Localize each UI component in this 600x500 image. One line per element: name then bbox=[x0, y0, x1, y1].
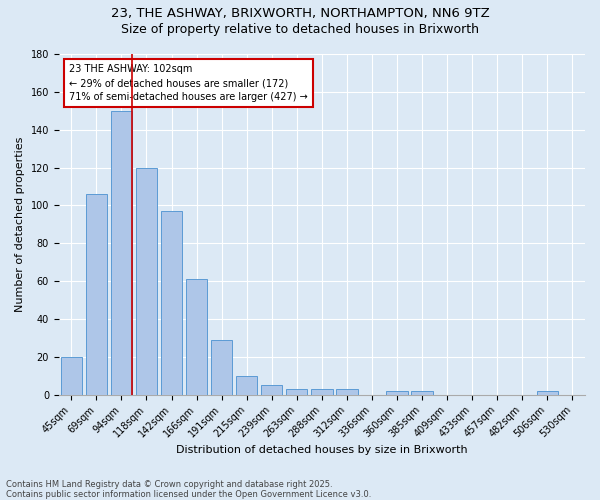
Bar bbox=[412, 391, 433, 395]
Bar bbox=[537, 391, 558, 395]
Bar bbox=[186, 280, 207, 395]
X-axis label: Distribution of detached houses by size in Brixworth: Distribution of detached houses by size … bbox=[176, 445, 468, 455]
Bar bbox=[286, 389, 307, 395]
Y-axis label: Number of detached properties: Number of detached properties bbox=[15, 136, 25, 312]
Bar bbox=[211, 340, 232, 395]
Text: 23, THE ASHWAY, BRIXWORTH, NORTHAMPTON, NN6 9TZ: 23, THE ASHWAY, BRIXWORTH, NORTHAMPTON, … bbox=[110, 8, 490, 20]
Bar bbox=[336, 389, 358, 395]
Bar bbox=[161, 211, 182, 395]
Bar bbox=[111, 111, 132, 395]
Bar bbox=[61, 357, 82, 395]
Bar bbox=[236, 376, 257, 395]
Bar bbox=[386, 391, 408, 395]
Bar bbox=[136, 168, 157, 395]
Bar bbox=[311, 389, 332, 395]
Bar bbox=[86, 194, 107, 395]
Text: 23 THE ASHWAY: 102sqm
← 29% of detached houses are smaller (172)
71% of semi-det: 23 THE ASHWAY: 102sqm ← 29% of detached … bbox=[70, 64, 308, 102]
Text: Contains HM Land Registry data © Crown copyright and database right 2025.
Contai: Contains HM Land Registry data © Crown c… bbox=[6, 480, 371, 499]
Bar bbox=[261, 386, 283, 395]
Text: Size of property relative to detached houses in Brixworth: Size of property relative to detached ho… bbox=[121, 22, 479, 36]
